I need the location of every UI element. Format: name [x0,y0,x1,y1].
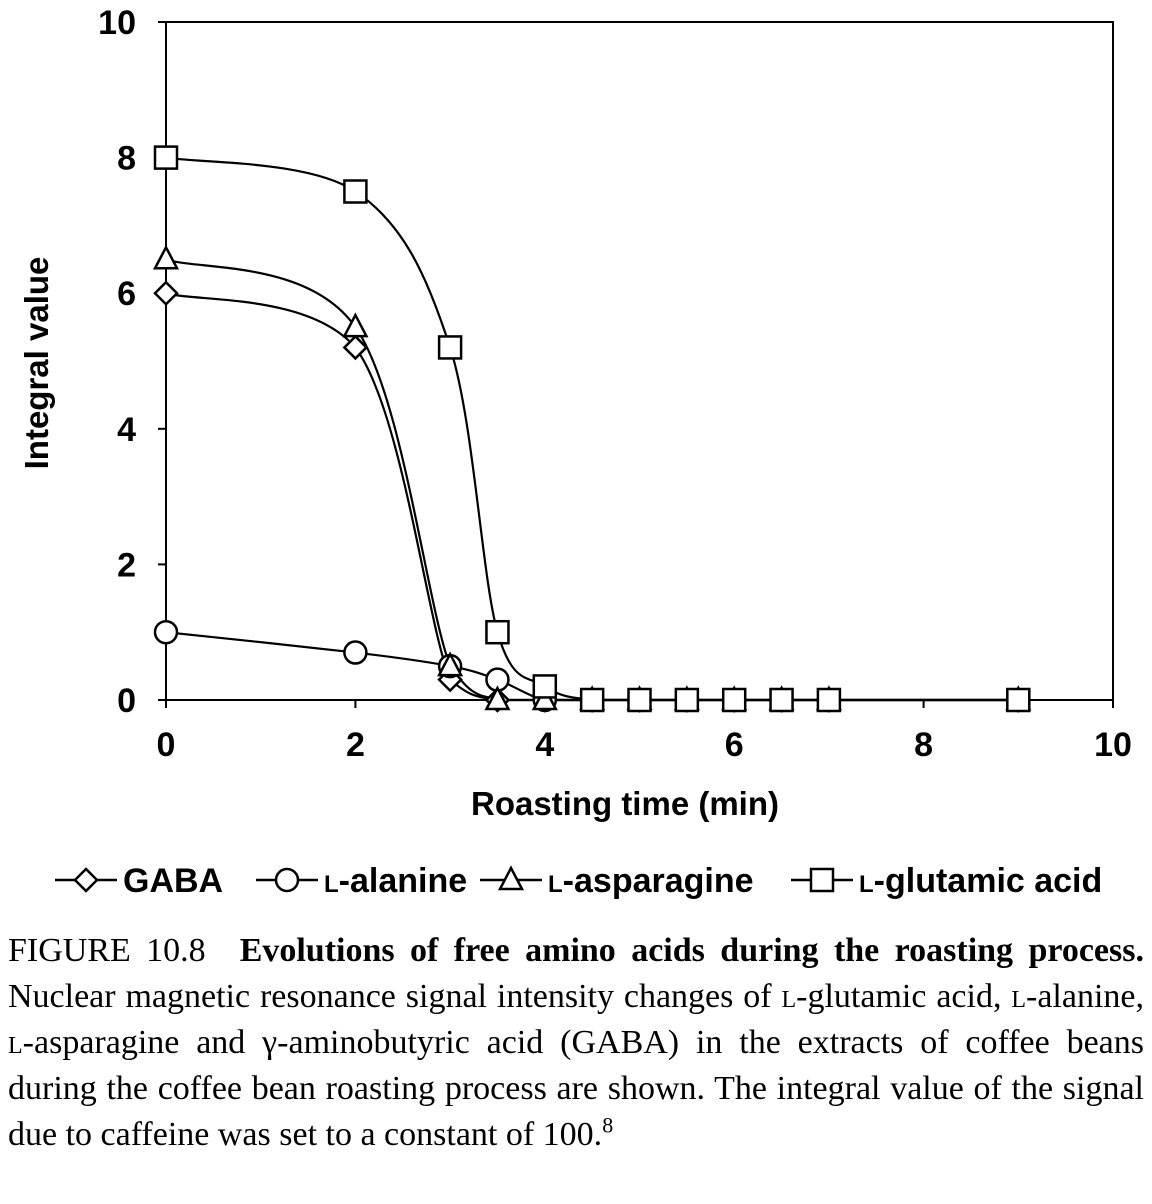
triangle-data-point [484,685,511,711]
chart-series-layer [152,145,1032,713]
caption-text-4: l [1011,978,1026,1015]
caption-text-2: l [781,978,797,1015]
circle-data-point [343,640,368,665]
square-data-point [485,619,510,645]
caption-text-5: -alanine, [1026,978,1144,1015]
legend-item-0: GABA [55,862,223,900]
y-tick-label: 0 [117,682,136,720]
triangle-data-point [152,244,180,270]
legend-label-main: -alanine [339,862,467,900]
series-2-points [152,244,1032,711]
legend-label: l-alanine [324,862,467,900]
legend-triangle-icon [497,865,525,891]
diamond-data-point [342,334,369,361]
x-tick-label: 8 [914,726,933,764]
caption-text-6: l [8,1024,23,1061]
diamond-data-point [153,280,179,306]
square-data-point [721,687,747,713]
legend-diamond-icon [73,867,99,893]
y-tick-label: 10 [98,4,136,42]
x-tick-label: 2 [346,726,365,764]
square-data-point [627,687,652,713]
figure-label: FIGURE 10.8 [8,932,206,969]
chart-axes: 0 2 4 6 8 10 0 2 4 6 8 10 [98,4,1132,764]
legend-label-main: -asparagine [563,862,754,900]
square-data-point [579,687,605,713]
square-data-point [532,674,558,699]
y-tick-label: 8 [117,140,136,178]
plot-frame [165,21,1114,701]
y-axis-title: Integral value [18,257,55,470]
x-tick-label: 4 [535,726,554,764]
legend-label-prefix: l [324,862,339,900]
reference-superscript: 8 [602,1112,614,1138]
line-chart: 0 2 4 6 8 10 0 2 4 6 8 10 Roasting time (min) Integ… [18,4,1132,900]
legend-square-icon [809,867,835,893]
series-3 [165,156,1019,702]
circle-data-point [153,619,179,645]
legend-label: l-asparagine [548,862,754,900]
square-data-point [153,145,179,170]
caption-text-1: Nuclear magnetic resonance signal intens… [8,978,782,1015]
square-data-point [343,179,368,204]
series-line [165,258,1019,702]
square-data-point [1006,687,1031,713]
square-data-point [769,687,794,713]
legend-circle-icon [274,867,300,893]
legend-item-1: l-alanine [256,862,467,900]
series-2 [165,258,1019,702]
triangle-data-point [437,651,464,677]
square-data-point [816,687,842,713]
y-tick-label: 6 [117,275,136,313]
legend-item-3: l-glutamic acid [791,862,1102,900]
legend-label-main: -glutamic acid [874,862,1103,900]
x-tick-label: 6 [725,726,744,764]
legend-label: l-glutamic acid [859,862,1102,900]
x-axis-title: Roasting time (min) [471,785,779,822]
y-tick-label: 4 [117,411,136,449]
series-0 [165,292,1019,702]
series-line [165,292,1019,702]
x-tick-label: 10 [1094,726,1132,764]
square-data-point [437,335,463,360]
y-tick-label: 2 [117,546,136,584]
series-3-points [153,145,1031,713]
series-line [165,156,1019,702]
series-0-points [153,280,1032,713]
legend-item-2: l-asparagine [480,862,754,900]
figure-caption: FIGURE 10.8 Evolutions of free amino acid… [8,928,1144,1158]
figure-title: Evolutions of free amino acids during th… [239,932,1144,969]
caption-text-3: -glutamic acid, [796,978,1012,1015]
caption-text-7: -asparagine and γ-aminobutyric acid (GAB… [8,1024,1144,1153]
x-tick-label: 0 [157,726,176,764]
triangle-data-point [342,312,369,338]
legend-label-prefix: l [548,862,563,900]
legend-label-prefix: l [859,862,874,900]
legend-label-main: GABA [123,862,223,900]
square-data-point [674,687,700,713]
legend-label: GABA [123,862,223,900]
chart-legend: GABA l-alanine l-asparagine l-glutamic acid [55,862,1102,900]
